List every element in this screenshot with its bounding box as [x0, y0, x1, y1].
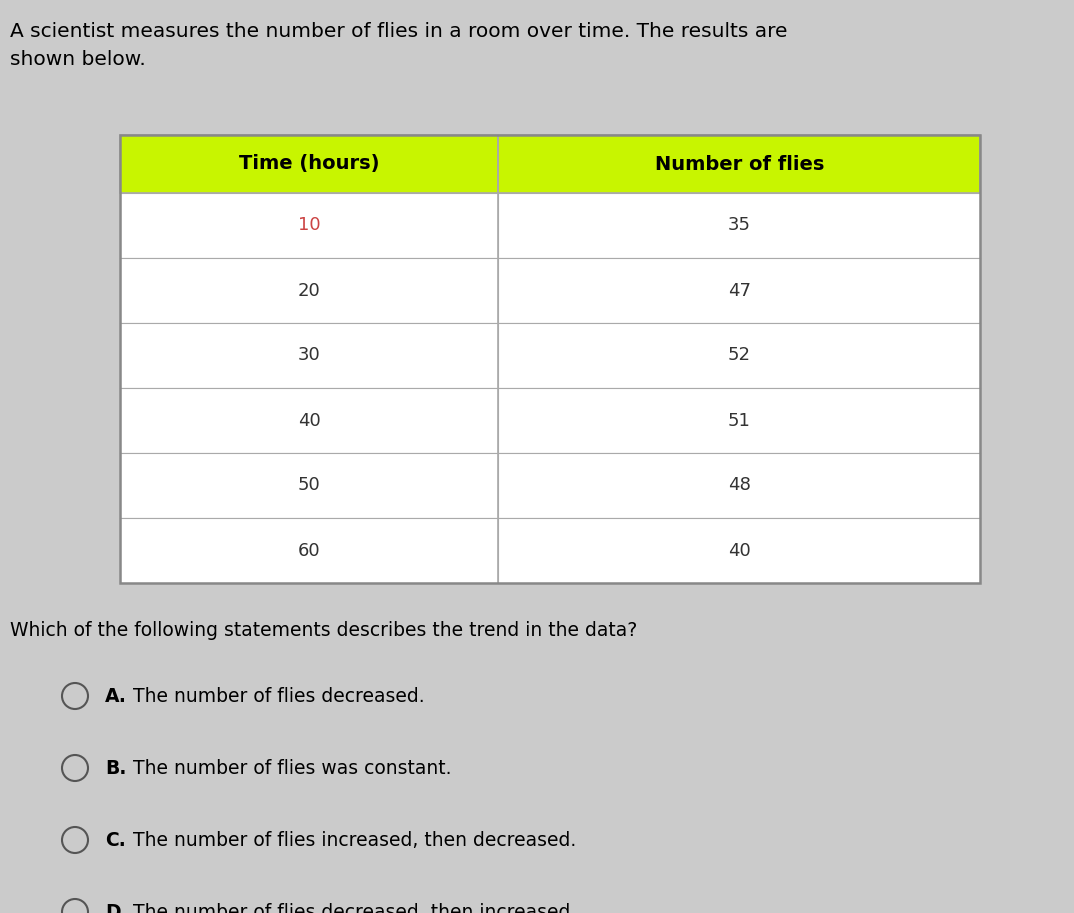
Text: Number of flies: Number of flies [654, 154, 824, 173]
Bar [498, 518, 979, 583]
Text: 48: 48 [728, 477, 751, 495]
Bar [498, 323, 979, 388]
Text: shown below.: shown below. [10, 50, 146, 69]
Text: 40: 40 [297, 412, 320, 429]
Bar [120, 323, 498, 388]
Bar [120, 453, 498, 518]
Text: Time (hours): Time (hours) [238, 154, 379, 173]
Text: B.: B. [105, 759, 127, 778]
Text: The number of flies decreased, then increased.: The number of flies decreased, then incr… [127, 902, 577, 913]
Text: 30: 30 [297, 347, 320, 364]
Text: 47: 47 [728, 281, 751, 299]
Bar [120, 193, 498, 258]
Bar [120, 388, 498, 453]
Bar [498, 193, 979, 258]
Text: The number of flies was constant.: The number of flies was constant. [127, 759, 451, 778]
Bar [498, 258, 979, 323]
Text: The number of flies decreased.: The number of flies decreased. [127, 687, 424, 706]
Text: C.: C. [105, 831, 126, 849]
Text: A.: A. [105, 687, 127, 706]
Bar [120, 258, 498, 323]
Bar [120, 518, 498, 583]
Text: A scientist measures the number of flies in a room over time. The results are: A scientist measures the number of flies… [10, 22, 787, 41]
Text: 52: 52 [728, 347, 751, 364]
Text: The number of flies increased, then decreased.: The number of flies increased, then decr… [127, 831, 577, 849]
Bar [498, 453, 979, 518]
Text: Which of the following statements describes the trend in the data?: Which of the following statements descri… [10, 621, 637, 640]
Bar [498, 388, 979, 453]
Text: D.: D. [105, 902, 128, 913]
Bar [120, 135, 979, 583]
Text: 51: 51 [728, 412, 751, 429]
Text: 60: 60 [297, 541, 320, 560]
Text: 35: 35 [728, 216, 751, 235]
Text: 20: 20 [297, 281, 320, 299]
Text: 40: 40 [728, 541, 751, 560]
Bar [120, 135, 979, 193]
Text: 50: 50 [297, 477, 320, 495]
Text: 10: 10 [297, 216, 320, 235]
